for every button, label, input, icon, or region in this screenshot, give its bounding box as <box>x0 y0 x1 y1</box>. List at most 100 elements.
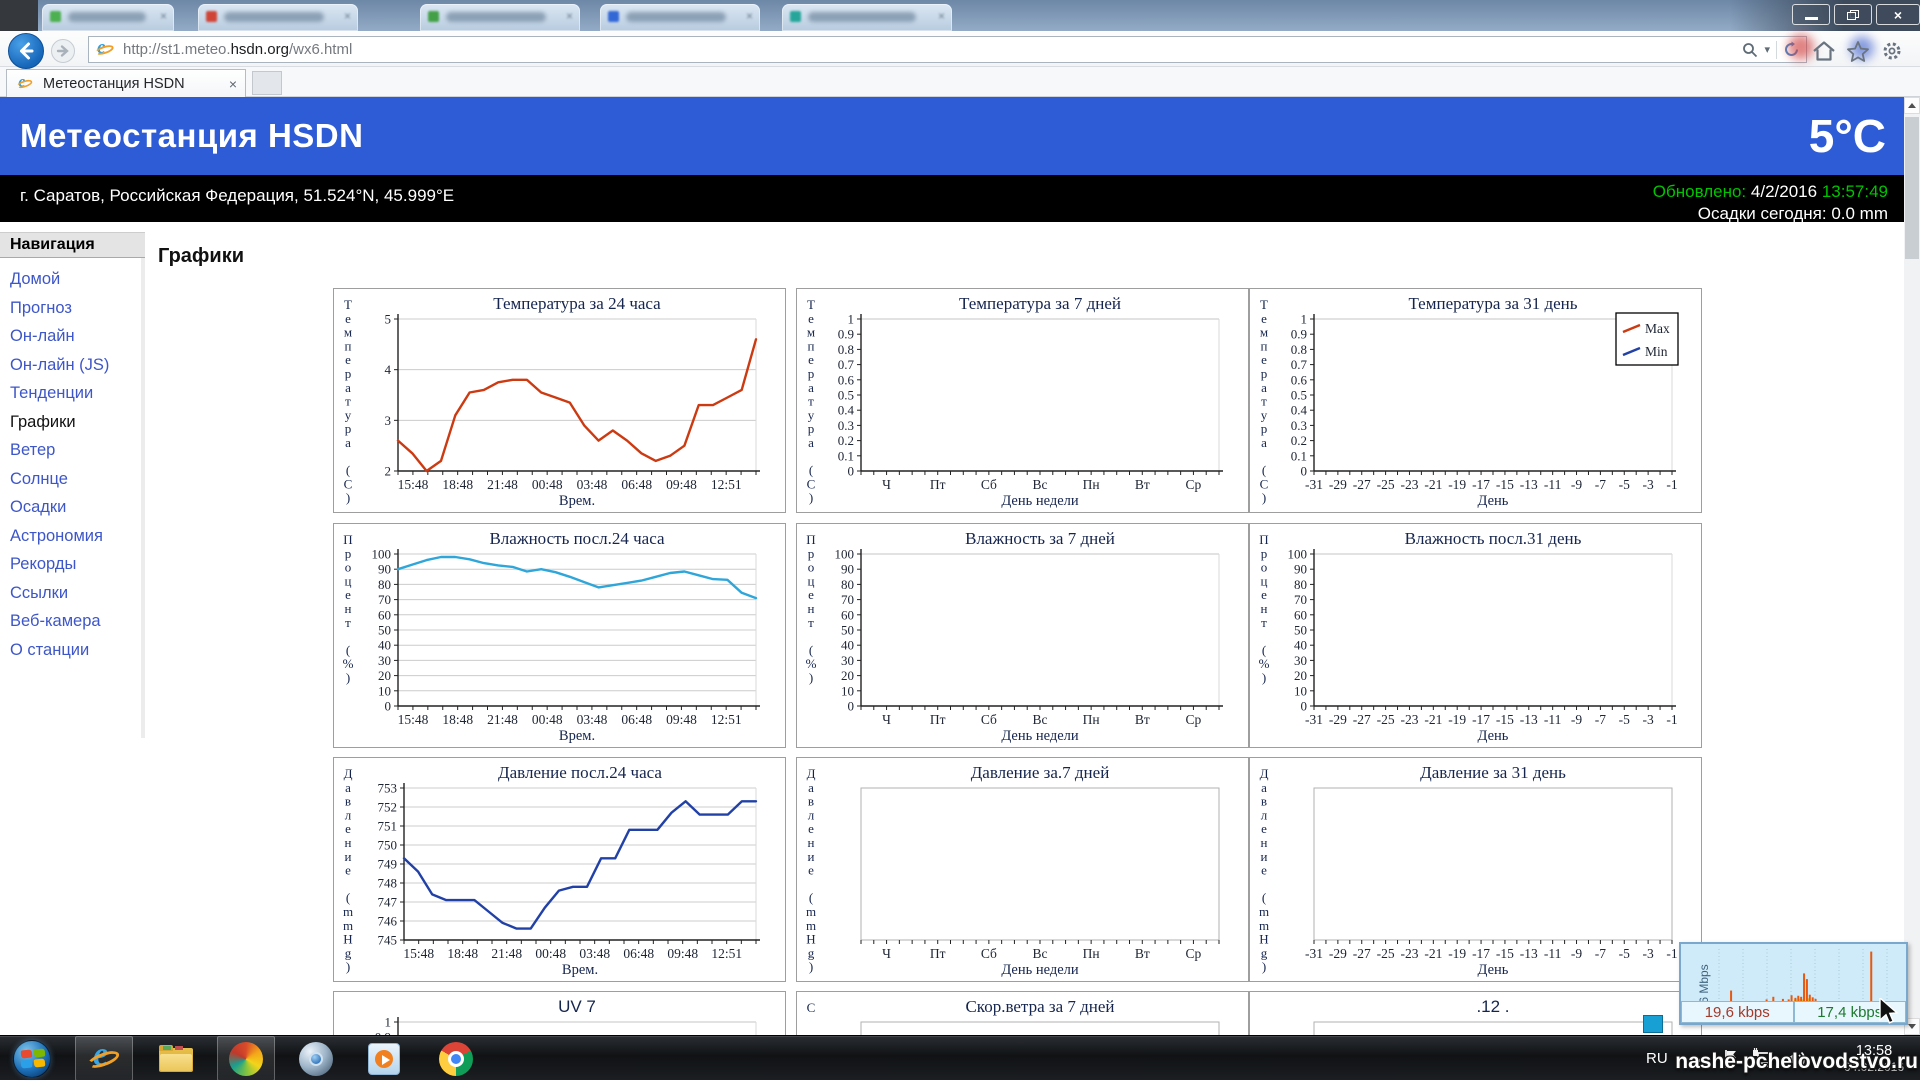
taskbar-photo-viewer[interactable] <box>217 1036 275 1081</box>
page-scrollbar[interactable] <box>1904 97 1920 1035</box>
svg-text:1: 1 <box>385 1015 392 1030</box>
svg-text:-5: -5 <box>1619 477 1630 492</box>
svg-text:л: л <box>808 807 815 822</box>
taskbar-media-player[interactable] <box>355 1036 413 1081</box>
sidebar-item-о-станции[interactable]: О станции <box>10 640 90 659</box>
background-tab[interactable]: × <box>600 4 760 31</box>
svg-text:Д: Д <box>344 766 353 781</box>
settings-gear-icon[interactable] <box>1880 40 1904 62</box>
svg-text:День: День <box>1478 728 1509 744</box>
sidebar-item-осадки[interactable]: Осадки <box>10 498 67 516</box>
network-tray-button[interactable] <box>1752 1036 1776 1081</box>
svg-text:18:48: 18:48 <box>447 946 478 961</box>
forward-button[interactable] <box>51 39 75 63</box>
sidebar-item-ссылки[interactable]: Ссылки <box>10 583 69 602</box>
new-tab-button[interactable] <box>252 71 282 95</box>
svg-text:Вт: Вт <box>1135 946 1150 961</box>
close-icon[interactable]: × <box>159 9 167 23</box>
internet-explorer-icon: e <box>85 1036 122 1076</box>
scrollbar-thumb[interactable] <box>1905 117 1919 259</box>
chevron-down-icon[interactable]: ▾ <box>1764 44 1770 56</box>
svg-text:е: е <box>345 863 351 878</box>
svg-text:-25: -25 <box>1377 477 1395 492</box>
svg-text:Пн: Пн <box>1083 712 1100 727</box>
tab-meteostanciya[interactable]: e Метеостанция HSDN × <box>6 69 246 97</box>
station-location: г. Саратов, Российская Федерация, 51.524… <box>20 186 455 205</box>
svg-text:-11: -11 <box>1544 712 1562 727</box>
svg-text:80: 80 <box>841 577 854 592</box>
action-center-button[interactable] <box>1722 1036 1740 1081</box>
back-button[interactable] <box>8 33 44 69</box>
address-bar[interactable]: e http://st1.meteo.hsdn.org/wx6.html ▾ <box>88 36 1807 63</box>
precip-line: Осадки сегодня: 0.0 mm <box>1697 204 1888 223</box>
sidebar-item-он-лайн-js-[interactable]: Он-лайн (JS) <box>10 355 110 374</box>
taskbar-chromium[interactable] <box>287 1036 345 1081</box>
taskbar-chrome[interactable] <box>427 1036 485 1081</box>
close-icon[interactable]: × <box>343 9 351 23</box>
svg-text:80: 80 <box>1294 577 1307 592</box>
search-icon[interactable] <box>1742 42 1758 58</box>
svg-text:0.1: 0.1 <box>1291 448 1307 463</box>
background-tab[interactable]: × <box>42 4 174 31</box>
start-button[interactable] <box>4 1036 60 1081</box>
svg-text:-15: -15 <box>1496 477 1514 492</box>
svg-text:Сб: Сб <box>981 946 997 961</box>
svg-text:-31: -31 <box>1305 712 1323 727</box>
background-tab[interactable]: × <box>198 4 358 31</box>
svg-text:и: и <box>808 849 815 864</box>
svg-text:Сб: Сб <box>981 477 997 492</box>
home-icon[interactable] <box>1812 40 1836 62</box>
restore-button[interactable] <box>1834 4 1872 25</box>
taskbar-windows-explorer[interactable] <box>147 1036 205 1081</box>
svg-text:-19: -19 <box>1448 946 1466 961</box>
minimize-button[interactable] <box>1792 4 1830 25</box>
svg-text:.12 .: .12 . <box>1476 997 1509 1016</box>
current-temperature: 5°C <box>1808 110 1886 162</box>
tray-expand-button[interactable] <box>1692 1036 1702 1081</box>
svg-text:-1: -1 <box>1666 477 1677 492</box>
close-button[interactable]: × <box>1876 4 1920 25</box>
svg-text:м: м <box>344 325 352 340</box>
sidebar-item-домой[interactable]: Домой <box>10 270 61 288</box>
svg-text:н: н <box>1261 601 1268 616</box>
network-traffic-graph <box>1709 949 1901 1003</box>
svg-text:06:48: 06:48 <box>621 477 652 492</box>
volume-tray-button[interactable] <box>1784 1036 1808 1081</box>
sidebar-item-астрономия[interactable]: Астрономия <box>10 526 103 545</box>
station-info-bar: г. Саратов, Российская Федерация, 51.524… <box>0 175 1904 223</box>
svg-text:H: H <box>1259 932 1268 947</box>
close-icon[interactable]: × <box>565 9 573 23</box>
clock[interactable]: 13:58 04.02.2016 <box>1832 1036 1916 1081</box>
svg-text:м: м <box>1260 325 1268 340</box>
svg-text:-13: -13 <box>1520 477 1538 492</box>
scroll-up-button[interactable] <box>1904 97 1920 114</box>
taskbar-internet-explorer[interactable]: e <box>75 1036 133 1081</box>
svg-text:и: и <box>1261 849 1268 864</box>
sidebar-item-прогноз[interactable]: Прогноз <box>10 298 72 317</box>
sidebar-item-веб-камера[interactable]: Веб-камера <box>10 612 101 630</box>
sidebar-item-рекорды[interactable]: Рекорды <box>10 555 77 573</box>
language-indicator[interactable]: RU <box>1646 1050 1668 1067</box>
sidebar-item-он-лайн[interactable]: Он-лайн <box>10 327 75 345</box>
svg-text:0: 0 <box>385 699 392 714</box>
background-tab[interactable]: × <box>782 4 952 31</box>
svg-text:0.6: 0.6 <box>838 372 855 387</box>
svg-text:-13: -13 <box>1520 712 1538 727</box>
sidebar-item-ветер[interactable]: Ветер <box>10 441 56 459</box>
sidebar-item-графики[interactable]: Графики <box>10 412 76 431</box>
background-window-right <box>1730 0 1920 31</box>
sidebar-item-тенденции[interactable]: Тенденции <box>10 384 94 402</box>
svg-text:р: р <box>1261 546 1268 561</box>
close-icon[interactable]: × <box>937 9 945 23</box>
svg-text:а: а <box>808 435 814 450</box>
svg-text:День: День <box>1478 962 1509 978</box>
favorites-star-icon[interactable] <box>1846 40 1870 62</box>
close-icon[interactable]: × <box>745 9 753 23</box>
background-tab[interactable]: × <box>420 4 580 31</box>
tab-close-icon[interactable]: × <box>228 75 237 92</box>
sidebar-item-солнце[interactable]: Солнце <box>10 469 68 488</box>
network-monitor-widget[interactable]: 4,6 Mbps 19,6 kbps 17,4 kbps <box>1679 942 1908 1025</box>
svg-text:m: m <box>343 918 353 933</box>
svg-text:а: а <box>345 780 351 795</box>
svg-text:(: ( <box>346 463 350 478</box>
